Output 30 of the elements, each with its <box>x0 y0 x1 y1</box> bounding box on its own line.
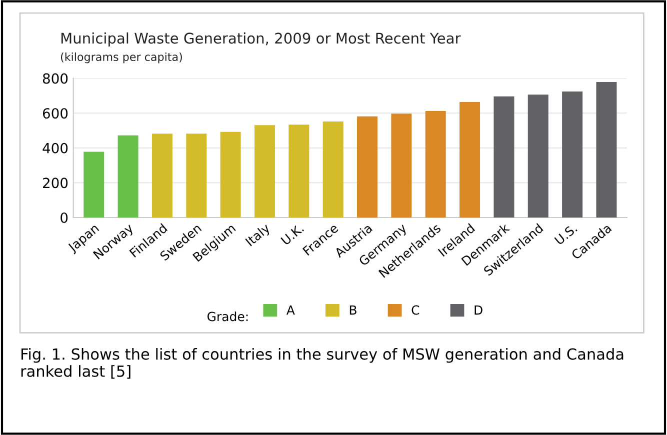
y-tick-label: 0 <box>60 212 68 223</box>
bar <box>186 134 207 218</box>
bar <box>322 121 344 218</box>
chart-title: Municipal Waste Generation, 2009 or Most Recent Year <box>61 32 461 47</box>
x-tick-label: U.K. <box>280 224 304 246</box>
bar <box>357 116 378 218</box>
bar <box>596 82 617 218</box>
y-tick-label: 800 <box>42 73 68 84</box>
legend-label: B <box>350 305 356 315</box>
bar <box>391 114 412 218</box>
y-tick-label: 400 <box>42 142 68 154</box>
legend-label: A <box>286 305 295 315</box>
y-tick-label: 600 <box>42 108 68 119</box>
bar <box>494 96 514 218</box>
legend-label: C <box>412 305 420 315</box>
bar <box>288 124 310 218</box>
y-tick-label: 200 <box>43 178 68 188</box>
legend-label: D <box>474 305 482 315</box>
chart-subtitle: (kilograms per capita) <box>60 52 182 64</box>
legend-title: Grade: <box>207 312 248 322</box>
bar <box>425 111 446 218</box>
bar <box>562 92 583 218</box>
bar <box>254 125 275 218</box>
bar <box>152 134 172 218</box>
bar <box>118 135 138 218</box>
bar <box>220 132 241 218</box>
bar <box>528 94 548 218</box>
bar <box>460 102 480 218</box>
bar <box>84 152 104 218</box>
caption: Fig. 1. Shows the list of countries in the survey of MSW generation and Canada ranked last [5] <box>21 348 624 379</box>
